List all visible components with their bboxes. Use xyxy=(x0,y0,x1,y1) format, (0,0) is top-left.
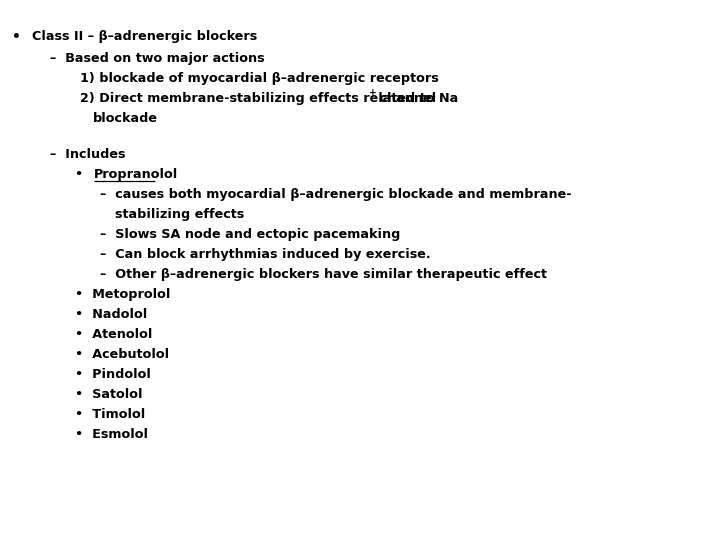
Text: –  causes both myocardial β–adrenergic blockade and membrane-: – causes both myocardial β–adrenergic bl… xyxy=(100,188,572,201)
Text: •  Satolol: • Satolol xyxy=(75,388,143,401)
Text: •  Nadolol: • Nadolol xyxy=(75,308,148,321)
Text: •  Esmolol: • Esmolol xyxy=(75,428,148,441)
Text: +: + xyxy=(369,88,377,97)
Text: •  Acebutolol: • Acebutolol xyxy=(75,348,169,361)
Text: Class II – β–adrenergic blockers: Class II – β–adrenergic blockers xyxy=(32,30,257,43)
Text: •: • xyxy=(75,168,92,181)
Text: •  Atenolol: • Atenolol xyxy=(75,328,153,341)
Text: –  Includes: – Includes xyxy=(50,148,125,161)
Text: –  Can block arrhythmias induced by exercise.: – Can block arrhythmias induced by exerc… xyxy=(100,248,431,261)
Text: Propranolol: Propranolol xyxy=(94,168,179,181)
Text: blockade: blockade xyxy=(93,112,158,125)
Text: •  Metoprolol: • Metoprolol xyxy=(75,288,171,301)
Text: channel: channel xyxy=(374,92,436,105)
Text: –  Other β–adrenergic blockers have similar therapeutic effect: – Other β–adrenergic blockers have simil… xyxy=(100,268,547,281)
Text: •: • xyxy=(12,30,21,44)
Text: •  Timolol: • Timolol xyxy=(75,408,145,421)
Text: 2) Direct membrane-stabilizing effects related to Na: 2) Direct membrane-stabilizing effects r… xyxy=(80,92,458,105)
Text: –  Slows SA node and ectopic pacemaking: – Slows SA node and ectopic pacemaking xyxy=(100,228,400,241)
Text: stabilizing effects: stabilizing effects xyxy=(115,208,244,221)
Text: 1) blockade of myocardial β–adrenergic receptors: 1) blockade of myocardial β–adrenergic r… xyxy=(80,72,438,85)
Text: –  Based on two major actions: – Based on two major actions xyxy=(50,52,265,65)
Text: •  Pindolol: • Pindolol xyxy=(75,368,151,381)
